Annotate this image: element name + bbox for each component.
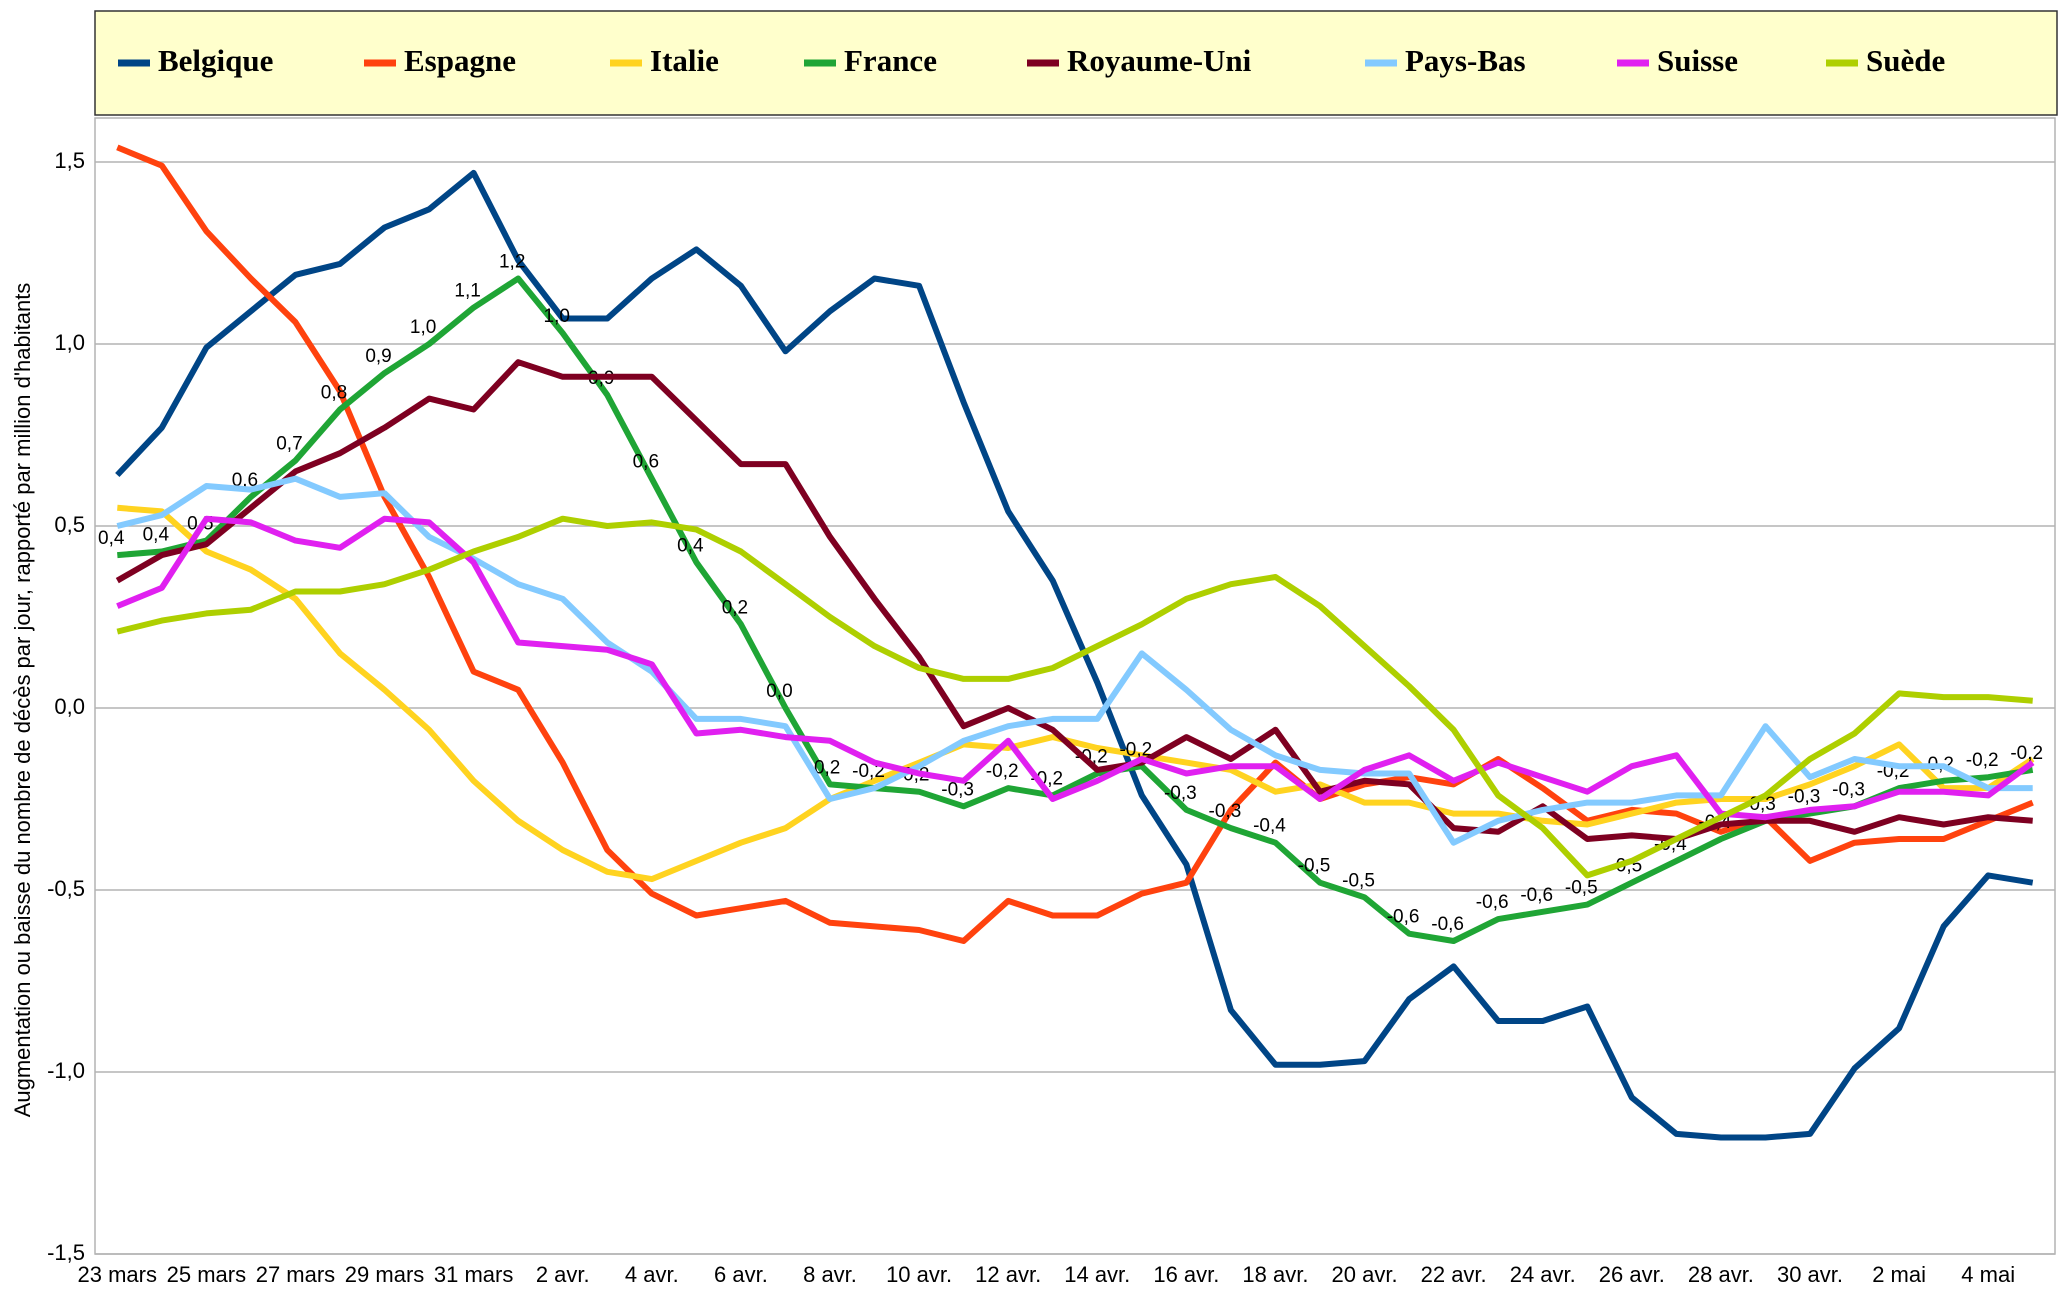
x-tick-label: 2 mai: [1872, 1262, 1926, 1287]
data-label: 1,0: [410, 317, 436, 338]
legend-label: France: [844, 43, 937, 78]
x-tick-label: 14 avr.: [1064, 1262, 1130, 1287]
x-tick-label: 4 mai: [1961, 1262, 2015, 1287]
data-label: -0,2: [1966, 750, 1999, 771]
y-tick-label: -0,5: [47, 876, 85, 901]
legend-label: Espagne: [404, 43, 516, 78]
data-label: -0,6: [1431, 914, 1464, 935]
x-tick-label: 22 avr.: [1421, 1262, 1487, 1287]
y-tick-label: -1,5: [47, 1240, 85, 1265]
plot-frame: [94, 117, 2056, 1255]
data-label: 1,2: [499, 251, 525, 272]
y-tick-label: 0,5: [54, 512, 85, 537]
x-tick-label: 8 avr.: [803, 1262, 857, 1287]
series-line: [116, 475, 2033, 846]
legend-label: Suède: [1866, 43, 1945, 78]
data-label: -0,6: [1520, 885, 1553, 906]
data-label: 1,1: [454, 281, 480, 302]
legend-label: Suisse: [1657, 43, 1738, 78]
data-label: 0,4: [143, 524, 170, 545]
x-tick-label: 31 mars: [434, 1262, 513, 1287]
legend-label: Royaume-Uni: [1067, 43, 1252, 78]
series-line: [117, 275, 2034, 944]
data-label: -0,2: [986, 761, 1019, 782]
data-label: -0,2: [1119, 739, 1152, 760]
data-label: -0,2: [852, 761, 885, 782]
data-label: -0,3: [941, 779, 974, 800]
x-tick-label: 25 mars: [167, 1262, 246, 1287]
x-tick-label: 20 avr.: [1332, 1262, 1398, 1287]
data-label: -0,2: [2010, 743, 2043, 764]
y-tick-label: 1,0: [54, 330, 85, 355]
data-label: -0,5: [1565, 878, 1598, 899]
legend-label: Pays-Bas: [1405, 43, 1526, 78]
legend: Belgique Espagne Italie France Royaume-Uni Pa…: [118, 43, 1945, 78]
data-label: -0,5: [1298, 856, 1331, 877]
y-tick-label: 0,0: [54, 694, 85, 719]
x-tick-label: 26 avr.: [1599, 1262, 1665, 1287]
x-tick-label: 24 avr.: [1510, 1262, 1576, 1287]
data-label: 0,2: [722, 597, 748, 618]
x-tick-label: 28 avr.: [1688, 1262, 1754, 1287]
x-tick-label: 30 avr.: [1777, 1262, 1843, 1287]
x-tick-label: 4 avr.: [625, 1262, 679, 1287]
series-line: [115, 169, 2034, 1141]
x-tick-label: 29 mars: [345, 1262, 424, 1287]
data-label: -0,3: [1164, 783, 1197, 804]
data-label: 0,0: [766, 681, 792, 702]
x-tick-label: 23 mars: [78, 1262, 157, 1287]
data-label: -0,6: [1387, 907, 1420, 928]
series-line: [115, 359, 2033, 842]
x-tick-label: 18 avr.: [1242, 1262, 1308, 1287]
data-label: 1,0: [544, 306, 570, 327]
data-label: 0,7: [276, 433, 302, 454]
data-label: -0,3: [1209, 801, 1242, 822]
data-label: -0,3: [1832, 779, 1865, 800]
data-label: -0,4: [1253, 816, 1286, 837]
data-label: -0,5: [1342, 870, 1375, 891]
grid: -1,5 -1,0 -0,5 0,0 0,5 1,0 1,5 23 mars 25 mars 27…: [47, 148, 2055, 1287]
legend-box: [94, 10, 2058, 116]
legend-label: Belgique: [158, 43, 273, 78]
data-label: -0,3: [1788, 787, 1821, 808]
series-line: [116, 515, 2035, 821]
data-label: 0,8: [321, 383, 347, 404]
data-label: 0,4: [98, 528, 125, 549]
data-label: 0,6: [633, 452, 659, 473]
y-tick-label: -1,0: [47, 1058, 85, 1083]
x-tick-label: 16 avr.: [1153, 1262, 1219, 1287]
y-axis-title: Augmentation ou baisse du nombre de décè…: [10, 283, 35, 1118]
y-tick-label: 1,5: [54, 148, 85, 173]
x-tick-label: 10 avr.: [886, 1262, 952, 1287]
data-label: 0,4: [677, 535, 704, 556]
x-tick-label: 2 avr.: [536, 1262, 590, 1287]
legend-label: Italie: [650, 43, 719, 78]
series-line: [116, 515, 2033, 879]
x-tick-label: 27 mars: [256, 1262, 335, 1287]
data-label: -0,6: [1476, 892, 1509, 913]
data-label: -0,2: [1075, 747, 1108, 768]
plot: 0,4 0,40,50,60,70,80,91,01,11,21,00,90,60…: [98, 144, 2043, 1141]
x-tick-label: 6 avr.: [714, 1262, 768, 1287]
x-tick-label: 12 avr.: [975, 1262, 1041, 1287]
data-label: 0,9: [365, 346, 391, 367]
